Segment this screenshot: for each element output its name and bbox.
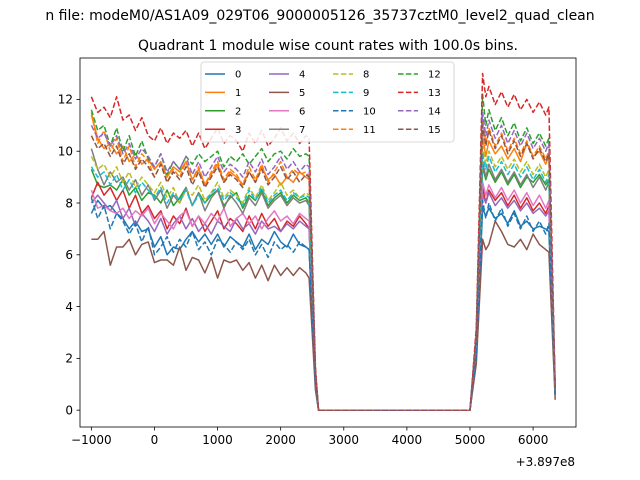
x-tick-label: 0 [151,433,159,447]
legend-label-14: 14 [428,106,441,117]
x-tick-label: 5000 [455,433,486,447]
x-offset-label: +3.897e8 [516,455,575,469]
x-tick-label: 1000 [202,433,233,447]
legend-label-10: 10 [363,106,376,117]
legend-label-13: 13 [428,88,441,99]
x-axis: −1000 0 1000 2000 3000 4000 5000 6000 [71,427,548,447]
y-tick-label: 0 [65,403,73,417]
legend-label-2: 2 [235,106,241,117]
series-line-12 [90,93,556,411]
legend-label-6: 6 [299,106,305,117]
legend-label-1: 1 [235,88,241,99]
x-tick-label: 6000 [518,433,549,447]
series-line-14 [90,111,556,411]
x-tick-label: 2000 [265,433,296,447]
x-tick-label: 3000 [329,433,360,447]
legend-label-11: 11 [363,125,376,136]
y-tick-label: 2 [65,352,73,366]
y-tick-label: 6 [65,248,73,262]
legend-label-12: 12 [428,70,441,81]
legend-label-4: 4 [299,70,305,81]
legend-label-7: 7 [299,125,305,136]
y-tick-label: 4 [65,300,73,314]
legend-label-9: 9 [363,88,369,99]
y-tick-label: 10 [58,145,73,159]
series-line-11 [90,112,556,411]
legend-label-0: 0 [235,70,241,81]
series-line-15 [90,124,556,411]
x-tick-label: 4000 [392,433,423,447]
y-tick-label: 8 [65,196,73,210]
legend-label-15: 15 [428,125,441,136]
legend-label-3: 3 [235,125,241,136]
legend-label-5: 5 [299,88,305,99]
legend-label-8: 8 [363,70,369,81]
y-axis: 0 2 4 6 8 10 12 [58,93,80,417]
y-tick-label: 12 [58,93,73,107]
legend-box [200,61,455,143]
series-group [90,72,556,411]
figure-suptitle: n file: modeM0/AS1A09_029T06_9000005126_… [45,8,594,24]
x-tick-label: −1000 [71,433,112,447]
axes-frame [79,57,577,428]
chart-title: Quadrant 1 module wise count rates with … [138,38,518,54]
